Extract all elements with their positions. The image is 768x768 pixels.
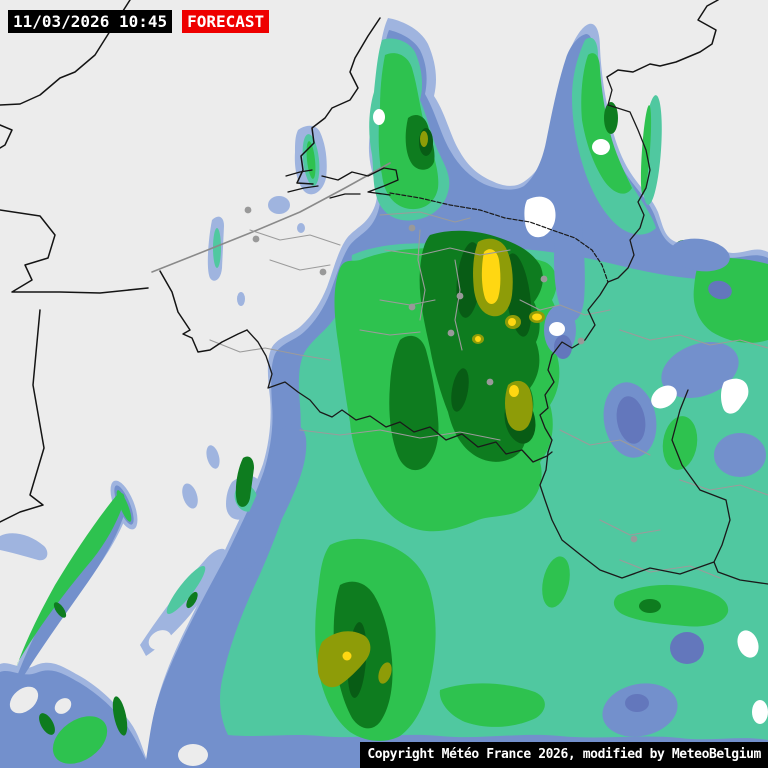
- copyright-label: Copyright Météo France 2026, modified by…: [367, 747, 761, 762]
- region-border-layer: [209, 211, 768, 579]
- forecast-badge: FORECAST: [182, 10, 270, 33]
- country-border-layer: [246, 76, 768, 585]
- copyright-bar: Copyright Météo France 2026, modified by…: [360, 742, 768, 768]
- city-dots-layer: [244, 206, 638, 543]
- coastline-layer: [0, 0, 719, 523]
- header-overlay: 11/03/2026 10:45 FORECAST: [8, 10, 270, 33]
- maritime-line: [151, 162, 391, 273]
- rain-slate-patches: [236, 208, 766, 737]
- rain-yellow-layer: [342, 249, 542, 661]
- forecast-label: FORECAST: [187, 12, 265, 31]
- timestamp-box: 11/03/2026 10:45: [8, 10, 173, 33]
- timestamp-label: 11/03/2026 10:45: [13, 12, 168, 31]
